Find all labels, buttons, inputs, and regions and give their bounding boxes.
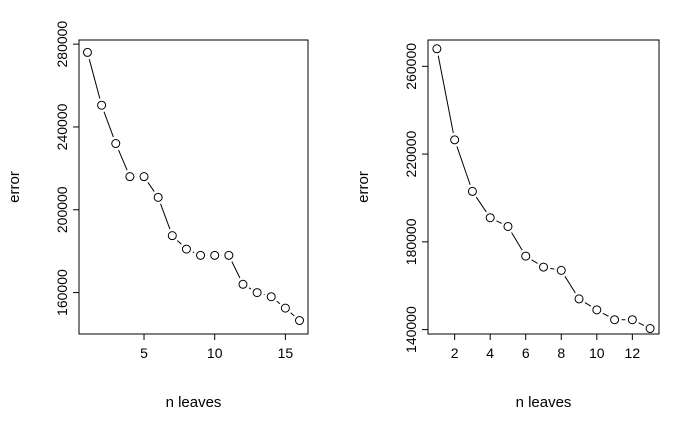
series-segment bbox=[103, 111, 114, 138]
series-segment bbox=[276, 300, 281, 305]
x-tick-label: 4 bbox=[486, 345, 494, 361]
data-point bbox=[432, 44, 442, 54]
x-axis-title: n leaves bbox=[166, 394, 222, 411]
series-segment bbox=[118, 149, 128, 171]
data-point bbox=[181, 244, 191, 254]
series-segment bbox=[456, 146, 471, 185]
series-segment bbox=[160, 203, 171, 230]
x-tick-label: 10 bbox=[589, 345, 605, 361]
x-tick-label: 10 bbox=[207, 345, 223, 361]
data-point bbox=[153, 192, 163, 202]
data-point bbox=[521, 251, 531, 261]
data-point bbox=[503, 221, 513, 231]
chart-right: 2 4 6 8 10 12 140000 180000 220000 260000 n leaves… bbox=[355, 39, 660, 411]
data-point bbox=[224, 250, 234, 260]
x-tick-label: 5 bbox=[140, 345, 148, 361]
y-tick-label: 180000 bbox=[403, 218, 419, 265]
data-point bbox=[610, 315, 620, 325]
data-point bbox=[82, 47, 92, 57]
series-segment bbox=[147, 182, 155, 192]
y-tick-label: 260000 bbox=[403, 43, 419, 90]
chart-left: 5 10 15 160000 200000 240000 280000 n leaves err… bbox=[6, 21, 309, 411]
data-point bbox=[139, 172, 149, 182]
data-point bbox=[252, 288, 262, 298]
series-segment bbox=[531, 259, 538, 264]
y-tick-label: 280000 bbox=[54, 21, 70, 68]
series-segment bbox=[177, 240, 182, 245]
data-point bbox=[196, 250, 206, 260]
plot-box bbox=[78, 39, 309, 335]
data-point bbox=[210, 250, 220, 260]
data-point bbox=[539, 262, 548, 272]
data-point bbox=[467, 186, 477, 196]
data-point bbox=[556, 265, 566, 275]
data-point bbox=[97, 100, 107, 110]
data-point bbox=[280, 303, 290, 313]
y-axis-title: error bbox=[6, 171, 23, 203]
plot-box bbox=[427, 39, 660, 335]
series-segment bbox=[437, 55, 454, 134]
series-segment bbox=[638, 322, 645, 326]
data-point bbox=[111, 139, 121, 149]
data-point bbox=[266, 292, 276, 302]
data-point bbox=[125, 172, 135, 182]
data-point bbox=[450, 135, 460, 145]
series-segment bbox=[602, 312, 609, 317]
series-segment bbox=[290, 312, 295, 317]
y-tick-label: 160000 bbox=[54, 269, 70, 316]
y-tick-label: 240000 bbox=[54, 103, 70, 150]
series-segment bbox=[192, 251, 195, 253]
data-point bbox=[592, 305, 602, 315]
series-segment bbox=[88, 59, 101, 99]
y-tick-label: 140000 bbox=[403, 306, 419, 353]
series-segment bbox=[231, 261, 241, 279]
y-axis-title: error bbox=[355, 171, 372, 203]
x-axis-title: n leaves bbox=[516, 394, 572, 411]
data-point bbox=[167, 231, 177, 241]
series-segment bbox=[475, 196, 487, 213]
x-tick-label: 12 bbox=[625, 345, 641, 361]
y-tick-label: 220000 bbox=[403, 131, 419, 178]
x-tick-label: 15 bbox=[278, 345, 294, 361]
series-segment bbox=[496, 220, 502, 224]
data-point bbox=[645, 324, 655, 334]
y-tick-label: 200000 bbox=[54, 186, 70, 233]
data-point bbox=[485, 213, 495, 223]
series-segment bbox=[511, 232, 523, 251]
series-segment bbox=[550, 267, 555, 270]
x-tick-label: 8 bbox=[557, 345, 565, 361]
data-point bbox=[627, 315, 637, 325]
data-point bbox=[295, 316, 305, 326]
data-point bbox=[238, 279, 248, 289]
x-tick-label: 6 bbox=[522, 345, 530, 361]
series-segment bbox=[584, 302, 592, 307]
x-tick-label: 2 bbox=[451, 345, 459, 361]
series-segment bbox=[248, 287, 252, 290]
data-point bbox=[574, 294, 584, 304]
series-segment bbox=[564, 276, 576, 294]
